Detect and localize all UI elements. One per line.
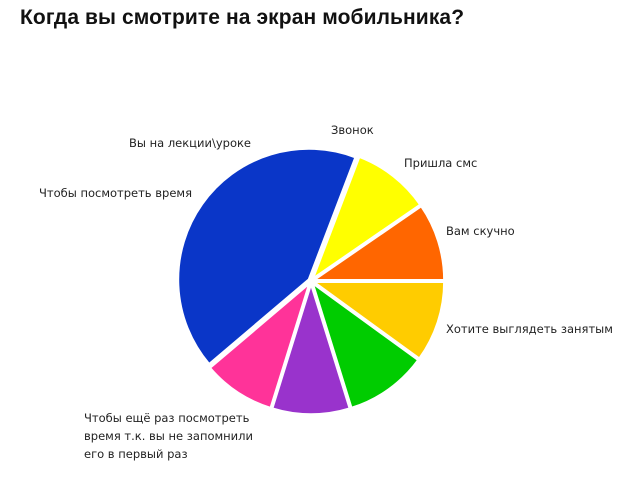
pie-slice (311, 155, 422, 281)
slice-label: Хотите выглядеть занятым (446, 322, 613, 336)
pie-slices (176, 147, 446, 416)
pie-labels: Вам скучно Хотите выглядеть занятым Чтобы … (39, 123, 613, 461)
pie-slice (176, 147, 357, 366)
pie-slice (270, 282, 352, 416)
pie-slice (312, 280, 446, 361)
slice-label: Звонок (331, 123, 374, 137)
chart-title: Когда вы смотрите на экран мобильника? (20, 6, 465, 29)
slice-label: Чтобы посмотреть время (39, 186, 192, 200)
pie-slice (208, 281, 311, 410)
slice-label: Вы на лекции\уроке (129, 136, 251, 150)
slice-label: Пришла смс (404, 156, 477, 170)
pie-slice (311, 281, 420, 410)
slice-label: Чтобы ещё раз посмотреть время т.к. вы не… (84, 411, 253, 461)
pie-slice (312, 204, 446, 282)
slice-label: Вам скучно (446, 224, 515, 238)
